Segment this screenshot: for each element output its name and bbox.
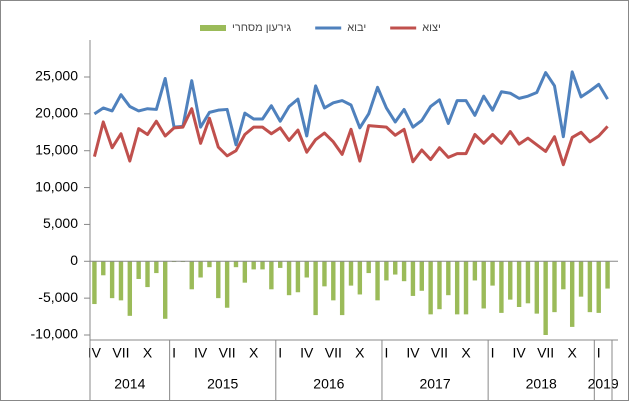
bar [331, 261, 336, 301]
x-group-label: 2019 [588, 376, 619, 392]
bar [525, 261, 531, 304]
bar [109, 261, 115, 299]
bar [286, 261, 292, 296]
bar [552, 261, 557, 313]
bar [304, 261, 309, 278]
x-tick-label: I [491, 345, 495, 361]
bar [463, 261, 469, 315]
bar [233, 261, 239, 268]
bar [251, 261, 256, 270]
bar [508, 261, 513, 300]
bar [587, 261, 593, 313]
legend-label: יצוא [422, 22, 441, 34]
bar [561, 261, 566, 290]
bar [313, 261, 318, 316]
y-tick-label: 25,000 [35, 68, 78, 84]
x-tick-label: I [597, 345, 601, 361]
bar [260, 261, 265, 270]
bar [269, 261, 274, 290]
bar [322, 261, 327, 287]
bar [92, 261, 97, 305]
bar [154, 261, 159, 274]
bar [516, 261, 522, 307]
bar [198, 261, 203, 278]
bar [224, 261, 230, 308]
bar [401, 261, 407, 282]
legend-swatch [200, 25, 226, 31]
bar [605, 261, 610, 289]
bar [242, 261, 248, 283]
x-group-label: 2018 [526, 376, 557, 392]
x-group-label: 2015 [207, 376, 238, 392]
y-tick-label: 15,000 [35, 141, 78, 157]
x-tick-label: IV [300, 345, 314, 361]
bar [278, 261, 283, 268]
x-tick-label: X [461, 345, 471, 361]
bar [163, 261, 168, 319]
y-tick-label: -5,000 [38, 289, 78, 305]
x-group-label: 2017 [419, 376, 450, 392]
x-tick-label: X [249, 345, 259, 361]
bar [481, 261, 486, 309]
line [92, 107, 609, 167]
y-tick-label: 10,000 [35, 178, 78, 194]
bar [375, 261, 380, 301]
y-tick-label: 5,000 [43, 215, 78, 231]
x-tick-label: VII [537, 345, 554, 361]
bar [454, 261, 460, 315]
bar [366, 261, 371, 274]
x-tick-label: X [568, 345, 578, 361]
x-group-label: 2014 [114, 376, 145, 392]
bar [569, 261, 575, 327]
x-tick-label: VII [219, 345, 236, 361]
x-tick-label: I [278, 345, 282, 361]
x-group-label: 2016 [313, 376, 344, 392]
x-tick-label: X [355, 345, 365, 361]
x-tick-label: IV [88, 345, 102, 361]
x-tick-label: IV [512, 345, 526, 361]
bar [295, 261, 301, 293]
bar [437, 261, 442, 310]
bar [127, 261, 133, 316]
bar [419, 261, 424, 291]
bar [145, 261, 150, 288]
legend-label: יבוא [347, 22, 366, 34]
bar [543, 261, 548, 335]
y-tick-label: 20,000 [35, 105, 78, 121]
bar [490, 261, 495, 286]
bar [216, 261, 221, 299]
bar [499, 261, 504, 313]
bar [348, 261, 354, 286]
y-tick-label: 0 [70, 252, 78, 268]
legend-label: גירעון מסחרי [232, 22, 292, 34]
x-tick-label: I [172, 345, 176, 361]
bar [578, 261, 584, 297]
bar [384, 261, 389, 281]
x-tick-label: I [384, 345, 388, 361]
x-tick-label: IV [406, 345, 420, 361]
bar [207, 261, 212, 268]
bar [101, 261, 106, 276]
bar [118, 261, 124, 301]
bar [428, 261, 433, 315]
bar [410, 261, 416, 296]
x-tick-label: VII [431, 345, 448, 361]
y-tick-label: -10,000 [31, 326, 79, 342]
x-tick-label: VII [112, 345, 129, 361]
bar [596, 261, 601, 313]
x-tick-label: X [143, 345, 153, 361]
bar [136, 261, 141, 279]
bar [357, 261, 363, 295]
x-tick-label: IV [194, 345, 208, 361]
bar [472, 261, 478, 281]
bar [339, 261, 345, 316]
x-tick-label: VII [325, 345, 342, 361]
bar [189, 261, 194, 290]
bar [446, 261, 451, 296]
bar [534, 261, 539, 314]
bar [393, 261, 398, 275]
